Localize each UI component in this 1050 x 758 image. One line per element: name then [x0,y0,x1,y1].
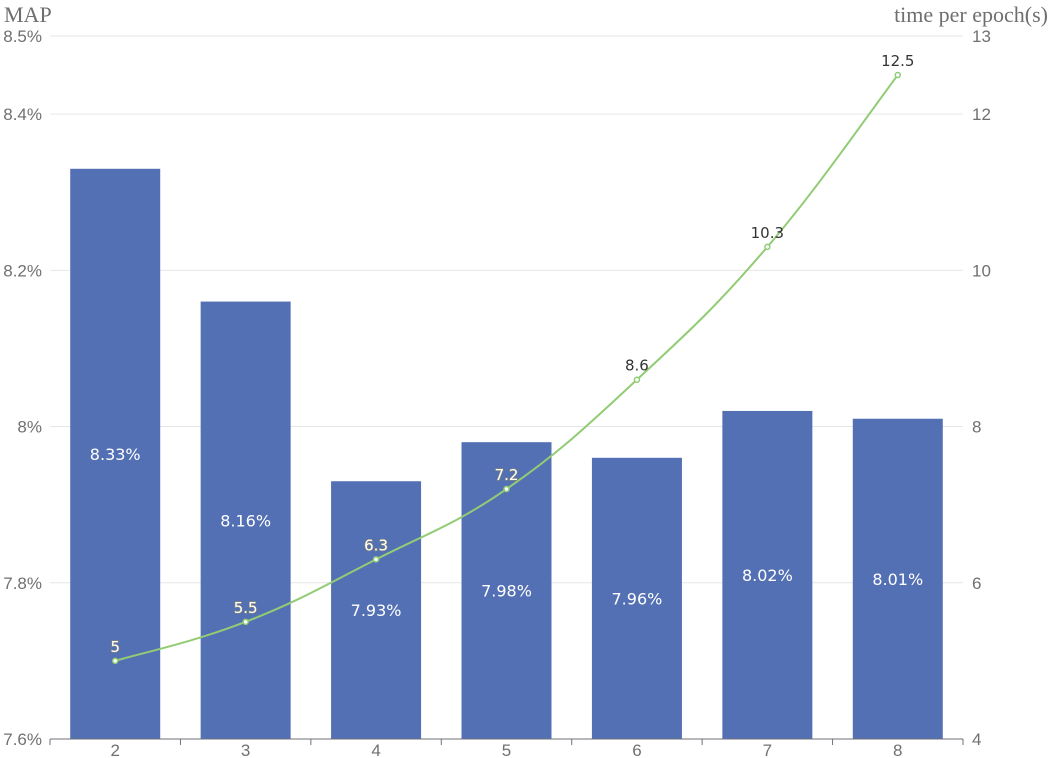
line-data-label: 5.5 [234,599,258,617]
x-tick-label: 2 [110,741,119,758]
line-data-label: 6.3 [364,536,388,554]
bar-data-label: 8.02% [742,566,793,585]
y-right-tick-label: 6 [972,574,981,593]
bar [200,301,291,739]
y-right-tick-label: 4 [972,730,981,749]
bar-labels: 8.33% 8.16% 7.93% 7.98% 7.96% 8.02% 8.01% [90,445,923,620]
line-data-label: 8.6 [625,357,649,375]
y-left-tick-label: 8.2% [3,261,42,280]
x-tick-label: 7 [763,741,772,758]
x-tick-label: 3 [241,741,250,758]
bar [70,168,161,740]
line-point [894,71,902,79]
y-right-tick-label: 10 [972,261,991,280]
y-left-tick-label: 8% [17,418,42,437]
bar-data-label: 7.93% [351,601,402,620]
y-left-tick-label: 8.4% [3,105,42,124]
bar [852,418,943,739]
bar-data-label: 8.33% [90,445,141,464]
x-tick-label: 4 [371,741,380,758]
line-data-label: 10.3 [751,224,784,242]
line-data-label: 5 [110,638,120,656]
line-point [503,485,510,493]
bar [722,410,813,739]
bar-data-label: 8.01% [872,570,923,589]
y-left-tick-label: 7.8% [3,574,42,593]
x-tick-label: 8 [893,741,902,758]
y-left-tick-label: 8.5% [3,27,42,46]
y-right-tick-label: 8 [972,418,981,437]
y-right-tick-label: 12 [972,105,991,124]
y-right-axis-title: time per epoch(s) [894,2,1048,27]
line-data-label: 7.2 [495,466,519,484]
bar-data-label: 7.98% [481,582,532,601]
bar [591,457,682,739]
line-point [633,376,641,383]
bar-data-label: 7.96% [612,589,663,608]
bar-data-label: 8.16% [220,511,271,530]
line-point [372,556,380,563]
y-left-axis-title: MAP [4,2,52,27]
ticks: 7.6% 7.8% 8% 8.2% 8.4% 8.5% 4 6 8 10 12 13 2 3 4 5 6 7 8 [3,27,991,758]
x-tick-label: 5 [502,741,511,758]
line-point [764,243,771,251]
bar [331,481,422,739]
bar-series [70,168,943,740]
line-data-label: 12.5 [881,52,914,70]
line-point [242,618,249,626]
line-point [111,657,119,665]
x-tick-label: 6 [632,741,641,758]
line-series-path [114,74,899,662]
y-left-tick-label: 7.6% [3,730,42,749]
y-right-tick-label: 13 [972,27,991,46]
line-series: 5 5.5 6.3 7.2 8.6 10.3 12.5 [110,52,914,665]
